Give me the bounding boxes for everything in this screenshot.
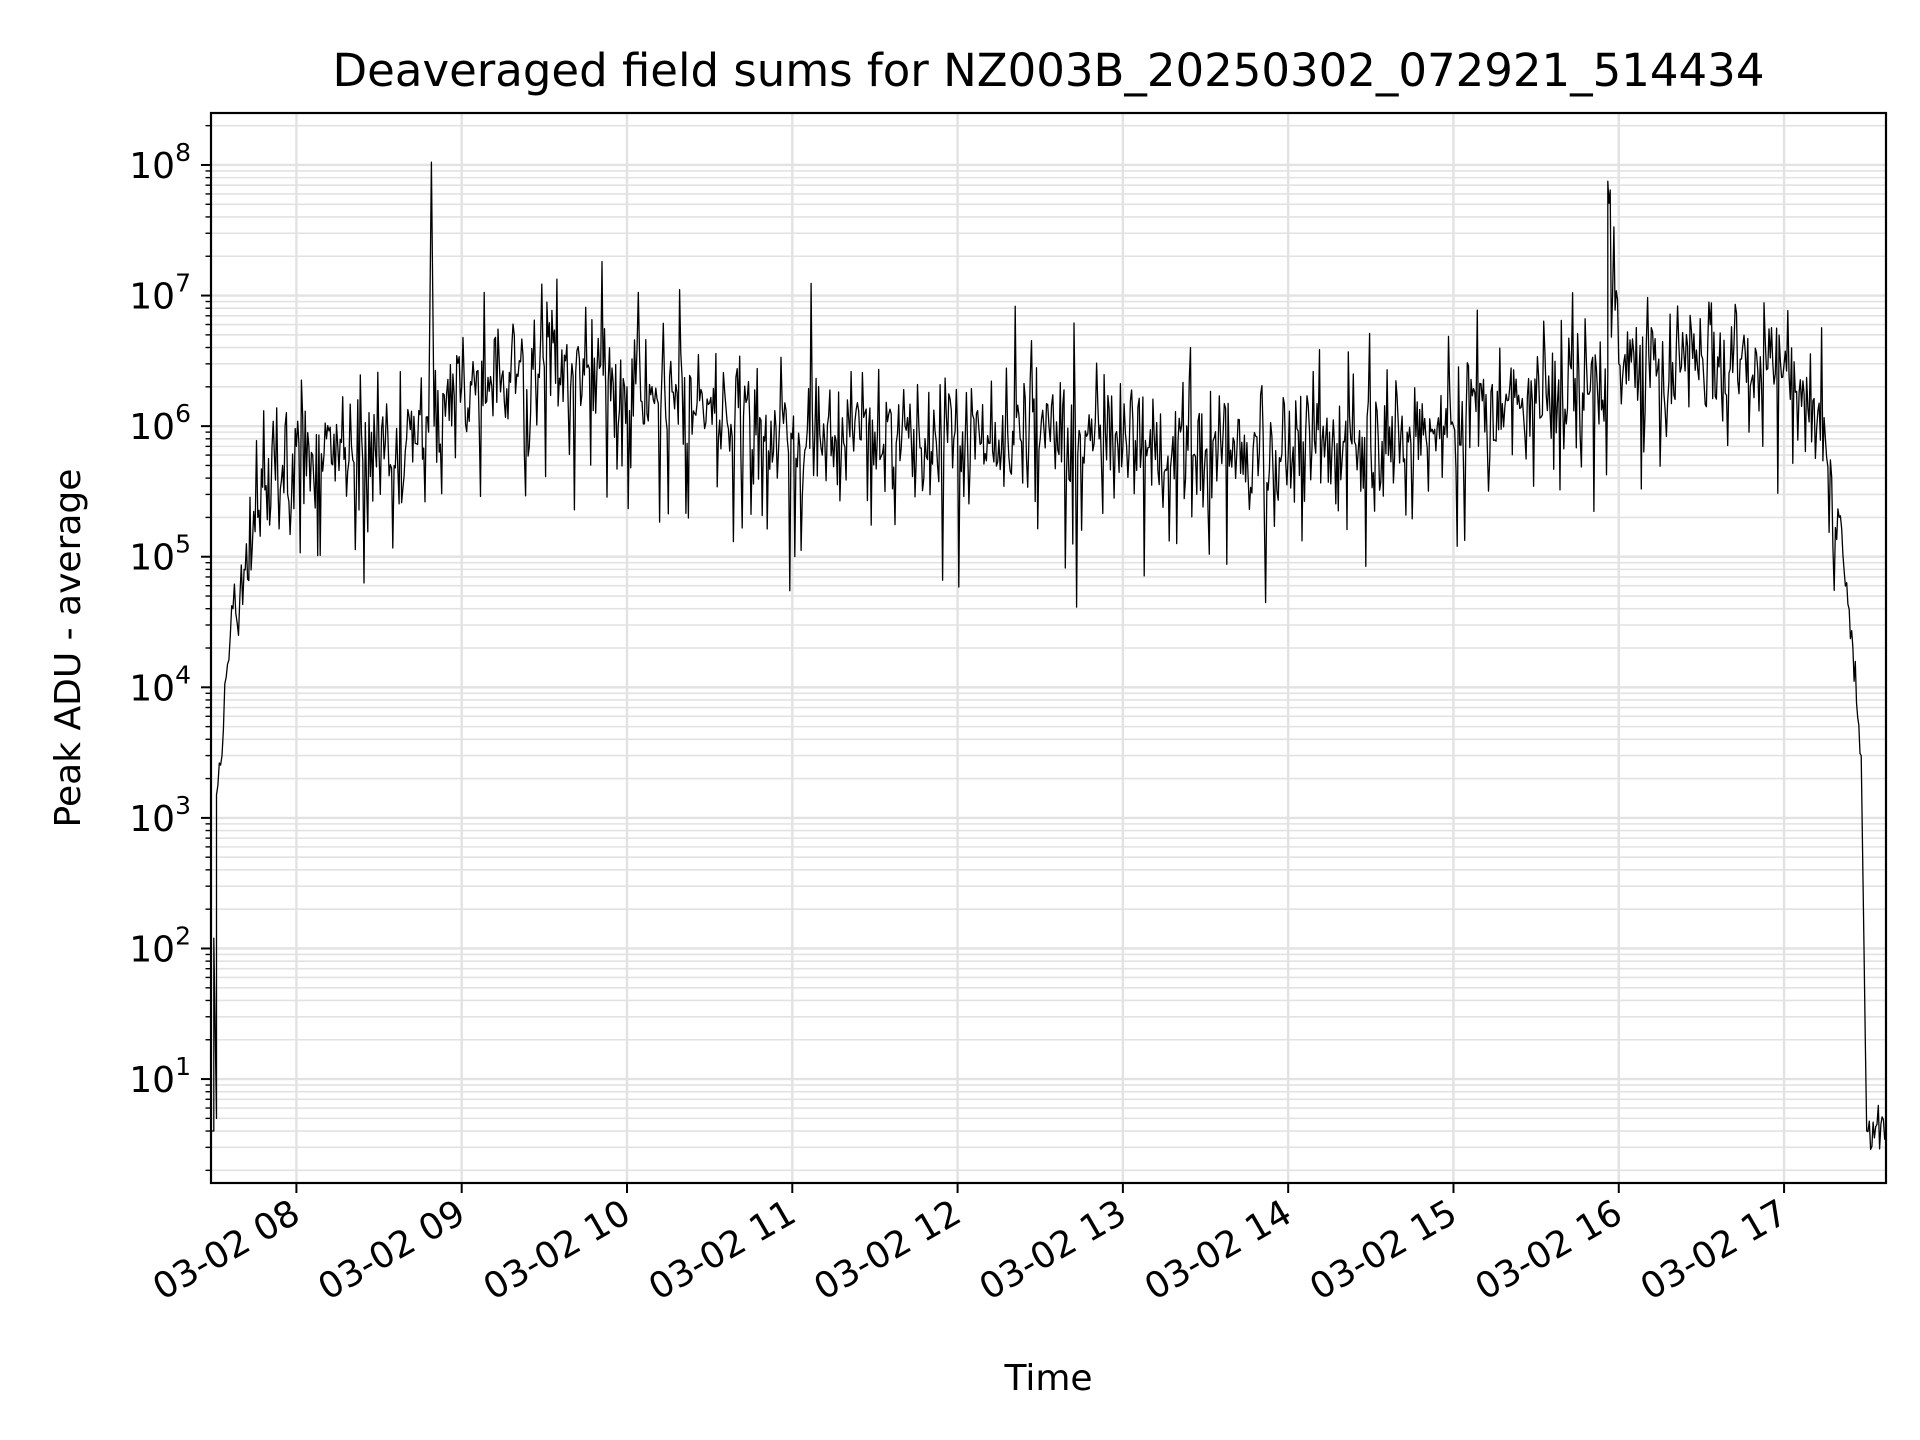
y-tick-label: 104	[129, 660, 191, 709]
series-line	[211, 161, 1887, 1150]
grid-layer	[211, 113, 1886, 1183]
y-tick-label: 106	[129, 399, 191, 448]
data-line-layer	[211, 161, 1887, 1150]
y-axis-title: Peak ADU - average	[48, 469, 89, 828]
y-tick-label: 108	[129, 138, 191, 187]
y-tick-label: 102	[129, 921, 191, 970]
y-tick-label: 103	[129, 791, 191, 840]
y-tick-label: 107	[129, 269, 191, 318]
y-tick-label: 101	[129, 1052, 191, 1101]
y-tick-label: 105	[129, 530, 191, 579]
x-axis-title: Time	[1003, 1358, 1092, 1399]
chart-title: Deaveraged field sums for NZ003B_2025030…	[333, 44, 1765, 97]
